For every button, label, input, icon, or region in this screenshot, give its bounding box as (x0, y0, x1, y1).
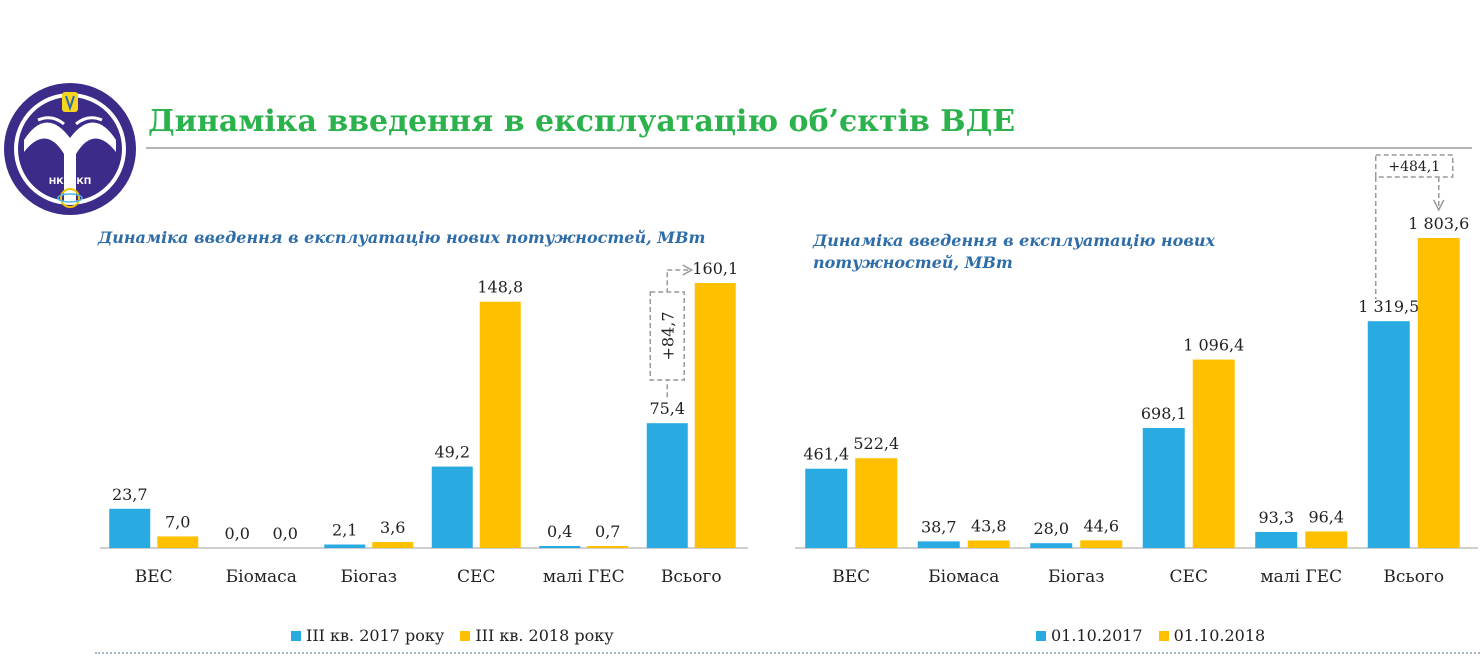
data-label: 2,1 (332, 521, 357, 540)
legend-left: III кв. 2017 року III кв. 2018 року (291, 626, 630, 645)
regulator-logo: НКРЕКП (4, 83, 136, 215)
bar-series1 (324, 544, 366, 548)
bar-series2 (1305, 531, 1348, 548)
legend-item-series1: III кв. 2017 року (291, 626, 444, 645)
bar-series1 (539, 546, 581, 548)
svg-text:НКРЕКП: НКРЕКП (49, 177, 92, 187)
data-label: 698,1 (1141, 404, 1187, 423)
category-label: Біомаса (928, 567, 999, 587)
data-label: 3,6 (380, 518, 405, 537)
category-label: малі ГЕС (543, 567, 625, 587)
legend-swatch-blue (1036, 630, 1046, 641)
page-title: Динаміка введення в експлуатацію об’єкті… (148, 104, 1016, 139)
data-label: 1 096,4 (1183, 336, 1244, 355)
bar-series1 (1255, 531, 1298, 548)
data-label: 75,4 (649, 399, 685, 418)
category-label: СЕС (1170, 567, 1208, 587)
bar-series1 (1367, 321, 1410, 548)
data-label: 160,1 (692, 259, 738, 278)
legend-item-series2: III кв. 2018 року (460, 626, 614, 645)
annotation-arrow (682, 264, 694, 276)
bar-series1 (1030, 543, 1073, 548)
title-divider (146, 147, 1472, 149)
annotation-box (649, 291, 685, 381)
legend-item-series1: 01.10.2017 (1036, 626, 1143, 645)
data-label: 7,0 (165, 512, 190, 531)
data-label: 38,7 (921, 517, 957, 536)
footer-divider (95, 652, 1480, 654)
category-label: ВЕС (135, 567, 173, 587)
legend-swatch-yellow (1158, 630, 1169, 641)
data-label: 43,8 (971, 516, 1007, 535)
data-label: 44,6 (1083, 516, 1119, 535)
category-label: Біомаса (226, 567, 297, 587)
bar-series2 (1192, 359, 1235, 548)
data-label: 0,4 (547, 522, 572, 541)
bar-series2 (479, 301, 521, 548)
data-label: 1 803,6 (1408, 214, 1469, 233)
bar-series2 (1417, 238, 1460, 548)
legend-right: 01.10.2017 01.10.2018 (1036, 626, 1281, 645)
data-label: 522,4 (853, 434, 899, 453)
legend-label: 01.10.2018 (1173, 626, 1266, 645)
legend-swatch-yellow (460, 630, 471, 641)
legend-swatch-blue (291, 630, 301, 641)
legend-item-series2: 01.10.2018 (1158, 626, 1266, 645)
annotation-arrow (1433, 199, 1445, 212)
annotation-box (1375, 154, 1454, 178)
bar-series2 (157, 536, 199, 548)
bar-series1 (917, 541, 960, 548)
chart-title-left: Динаміка введення в експлуатацію нових п… (98, 228, 706, 247)
data-label: 1 319,5 (1358, 297, 1419, 316)
bar-series2 (1080, 540, 1123, 548)
data-label: 0,0 (273, 524, 298, 543)
bar-series1 (109, 508, 151, 548)
category-label: малі ГЕС (1260, 567, 1342, 587)
category-label: Всього (661, 567, 722, 587)
data-label: 0,0 (225, 524, 250, 543)
legend-label: 01.10.2017 (1051, 626, 1143, 645)
category-label: ВЕС (832, 567, 870, 587)
annotation-label: +484,1 (1388, 159, 1440, 175)
bar-series2 (694, 283, 736, 548)
bar-series2 (372, 542, 414, 548)
bar-series1 (646, 423, 688, 548)
category-label: Всього (1383, 567, 1444, 587)
annotation-label: +84,7 (658, 311, 677, 360)
data-label: 23,7 (112, 485, 148, 504)
legend-label: III кв. 2017 року (306, 626, 445, 645)
data-label: 49,2 (434, 443, 470, 462)
data-label: 461,4 (803, 445, 849, 464)
data-label: 0,7 (595, 522, 620, 541)
category-label: Біогаз (1048, 567, 1104, 587)
bar-series1 (805, 468, 848, 548)
chart-title-right: Динаміка введення в експлуатацію нових п… (813, 231, 1216, 272)
category-label: Біогаз (341, 567, 397, 587)
bar-series2 (587, 546, 629, 548)
data-label: 148,8 (477, 278, 523, 297)
data-label: 93,3 (1258, 508, 1294, 527)
bar-series1 (1142, 428, 1185, 548)
category-label: СЕС (457, 567, 495, 587)
data-label: 96,4 (1308, 507, 1344, 526)
bar-series1 (431, 466, 473, 548)
bar-series2 (967, 540, 1010, 548)
legend-label: III кв. 2018 року (475, 626, 614, 645)
data-label: 28,0 (1033, 519, 1069, 538)
bar-series2 (855, 458, 898, 548)
